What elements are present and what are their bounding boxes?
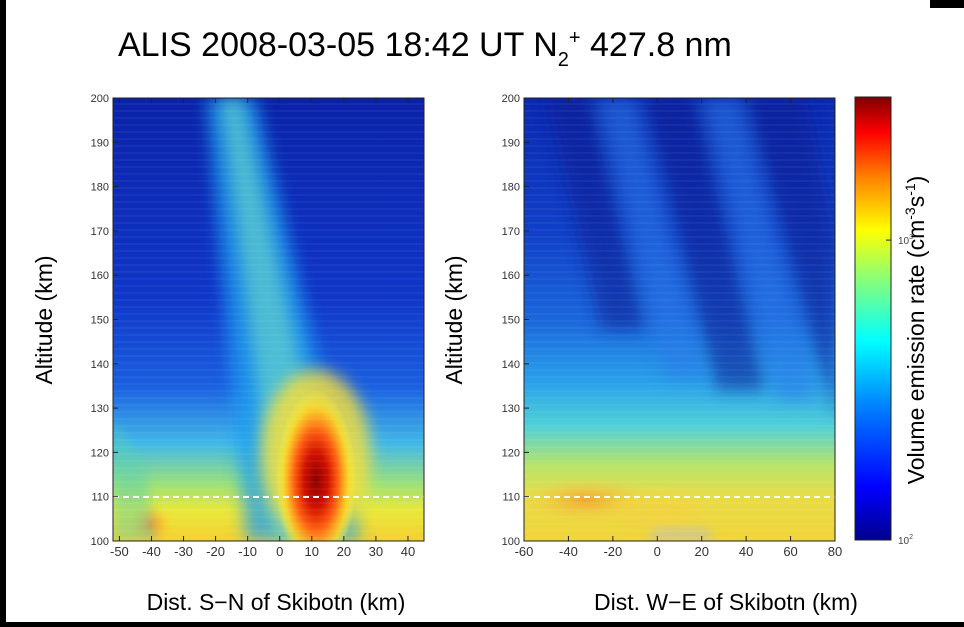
left-xtick-label: -10	[238, 544, 257, 559]
right-ytick-label: 170	[502, 226, 520, 238]
right-ytick-label: 180	[502, 182, 520, 194]
right-ylabel: Altitude (km)	[441, 255, 467, 384]
right-margin	[930, 8, 964, 622]
left-ytick-label: 200	[91, 93, 109, 105]
right-xlabel: Dist. W−E of Skibotn (km)	[594, 589, 858, 615]
colorbar-label: Volume emission rate (cm-3s-1)	[902, 176, 929, 485]
figure-svg: ALIS 2008-03-05 18:42 UT N2+ 427.8 nm 10…	[31, 26, 929, 615]
right-xtick-label: 0	[654, 544, 661, 559]
left-xtick-label: 40	[401, 544, 415, 559]
figure-title: ALIS 2008-03-05 18:42 UT N2+ 427.8 nm	[118, 26, 732, 71]
left-y-axis: 100 110 120 130 140 150 160 170 180 190 200	[91, 93, 118, 548]
right-xtick-label: -60	[515, 544, 534, 559]
left-ytick-label: 150	[91, 315, 109, 327]
right-xtick-label: -40	[559, 544, 578, 559]
left-xtick-label: 0	[276, 544, 283, 559]
left-xlabel: Dist. S−N of Skibotn (km)	[147, 589, 406, 615]
right-y-axis: 100 110 120 130 140 150 160 170 180 190 200	[502, 93, 529, 548]
left-scan-lines	[113, 98, 424, 541]
left-ytick-label: 100	[91, 536, 109, 548]
right-ytick-label: 200	[502, 93, 520, 105]
right-heatmap	[524, 98, 835, 541]
left-ytick-label: 180	[91, 182, 109, 194]
left-xtick-label: 10	[305, 544, 319, 559]
right-ytick-label: 110	[502, 492, 520, 504]
colorbar-axis: 102 103	[886, 234, 913, 547]
left-ytick-label: 170	[91, 226, 109, 238]
right-ytick-label: 190	[502, 137, 520, 149]
right-ytick-label: 150	[502, 315, 520, 327]
right-scan-lines	[524, 98, 835, 541]
left-ytick-label: 120	[91, 447, 109, 459]
right-ytick-label: 100	[502, 536, 520, 548]
left-xtick-label: 20	[337, 544, 351, 559]
left-ytick-label: 190	[91, 137, 109, 149]
right-ytick-label: 130	[502, 403, 520, 415]
right-xtick-label: 60	[783, 544, 797, 559]
right-xtick-label: 20	[694, 544, 708, 559]
left-xtick-label: -30	[174, 544, 193, 559]
right-xtick-label: 80	[828, 544, 842, 559]
colorbar	[854, 96, 892, 541]
colorbar-tick-label: 103	[898, 234, 913, 247]
right-ytick-label: 160	[502, 270, 520, 282]
left-xtick-label: -40	[142, 544, 161, 559]
left-ytick-label: 110	[91, 492, 109, 504]
left-xtick-label: 30	[369, 544, 383, 559]
right-ytick-label: 140	[502, 359, 520, 371]
figure-canvas: ALIS 2008-03-05 18:42 UT N2+ 427.8 nm 10…	[6, 0, 930, 622]
colorbar-tick-label: 102	[898, 534, 913, 547]
left-x-axis: -50 -40 -30 -20 -10 0 10 20 30 40	[110, 98, 415, 559]
right-xtick-label: -20	[603, 544, 622, 559]
left-heatmap	[113, 98, 424, 541]
right-ytick-label: 120	[502, 447, 520, 459]
left-ytick-label: 130	[91, 403, 109, 415]
left-xtick-label: -20	[206, 544, 225, 559]
left-ytick-label: 140	[91, 359, 109, 371]
right-xtick-label: 40	[739, 544, 753, 559]
left-xtick-label: -50	[110, 544, 129, 559]
left-ylabel: Altitude (km)	[31, 255, 57, 384]
right-x-axis: -60 -40 -20 0 20 40 60 80	[515, 98, 842, 559]
left-ytick-label: 160	[91, 270, 109, 282]
